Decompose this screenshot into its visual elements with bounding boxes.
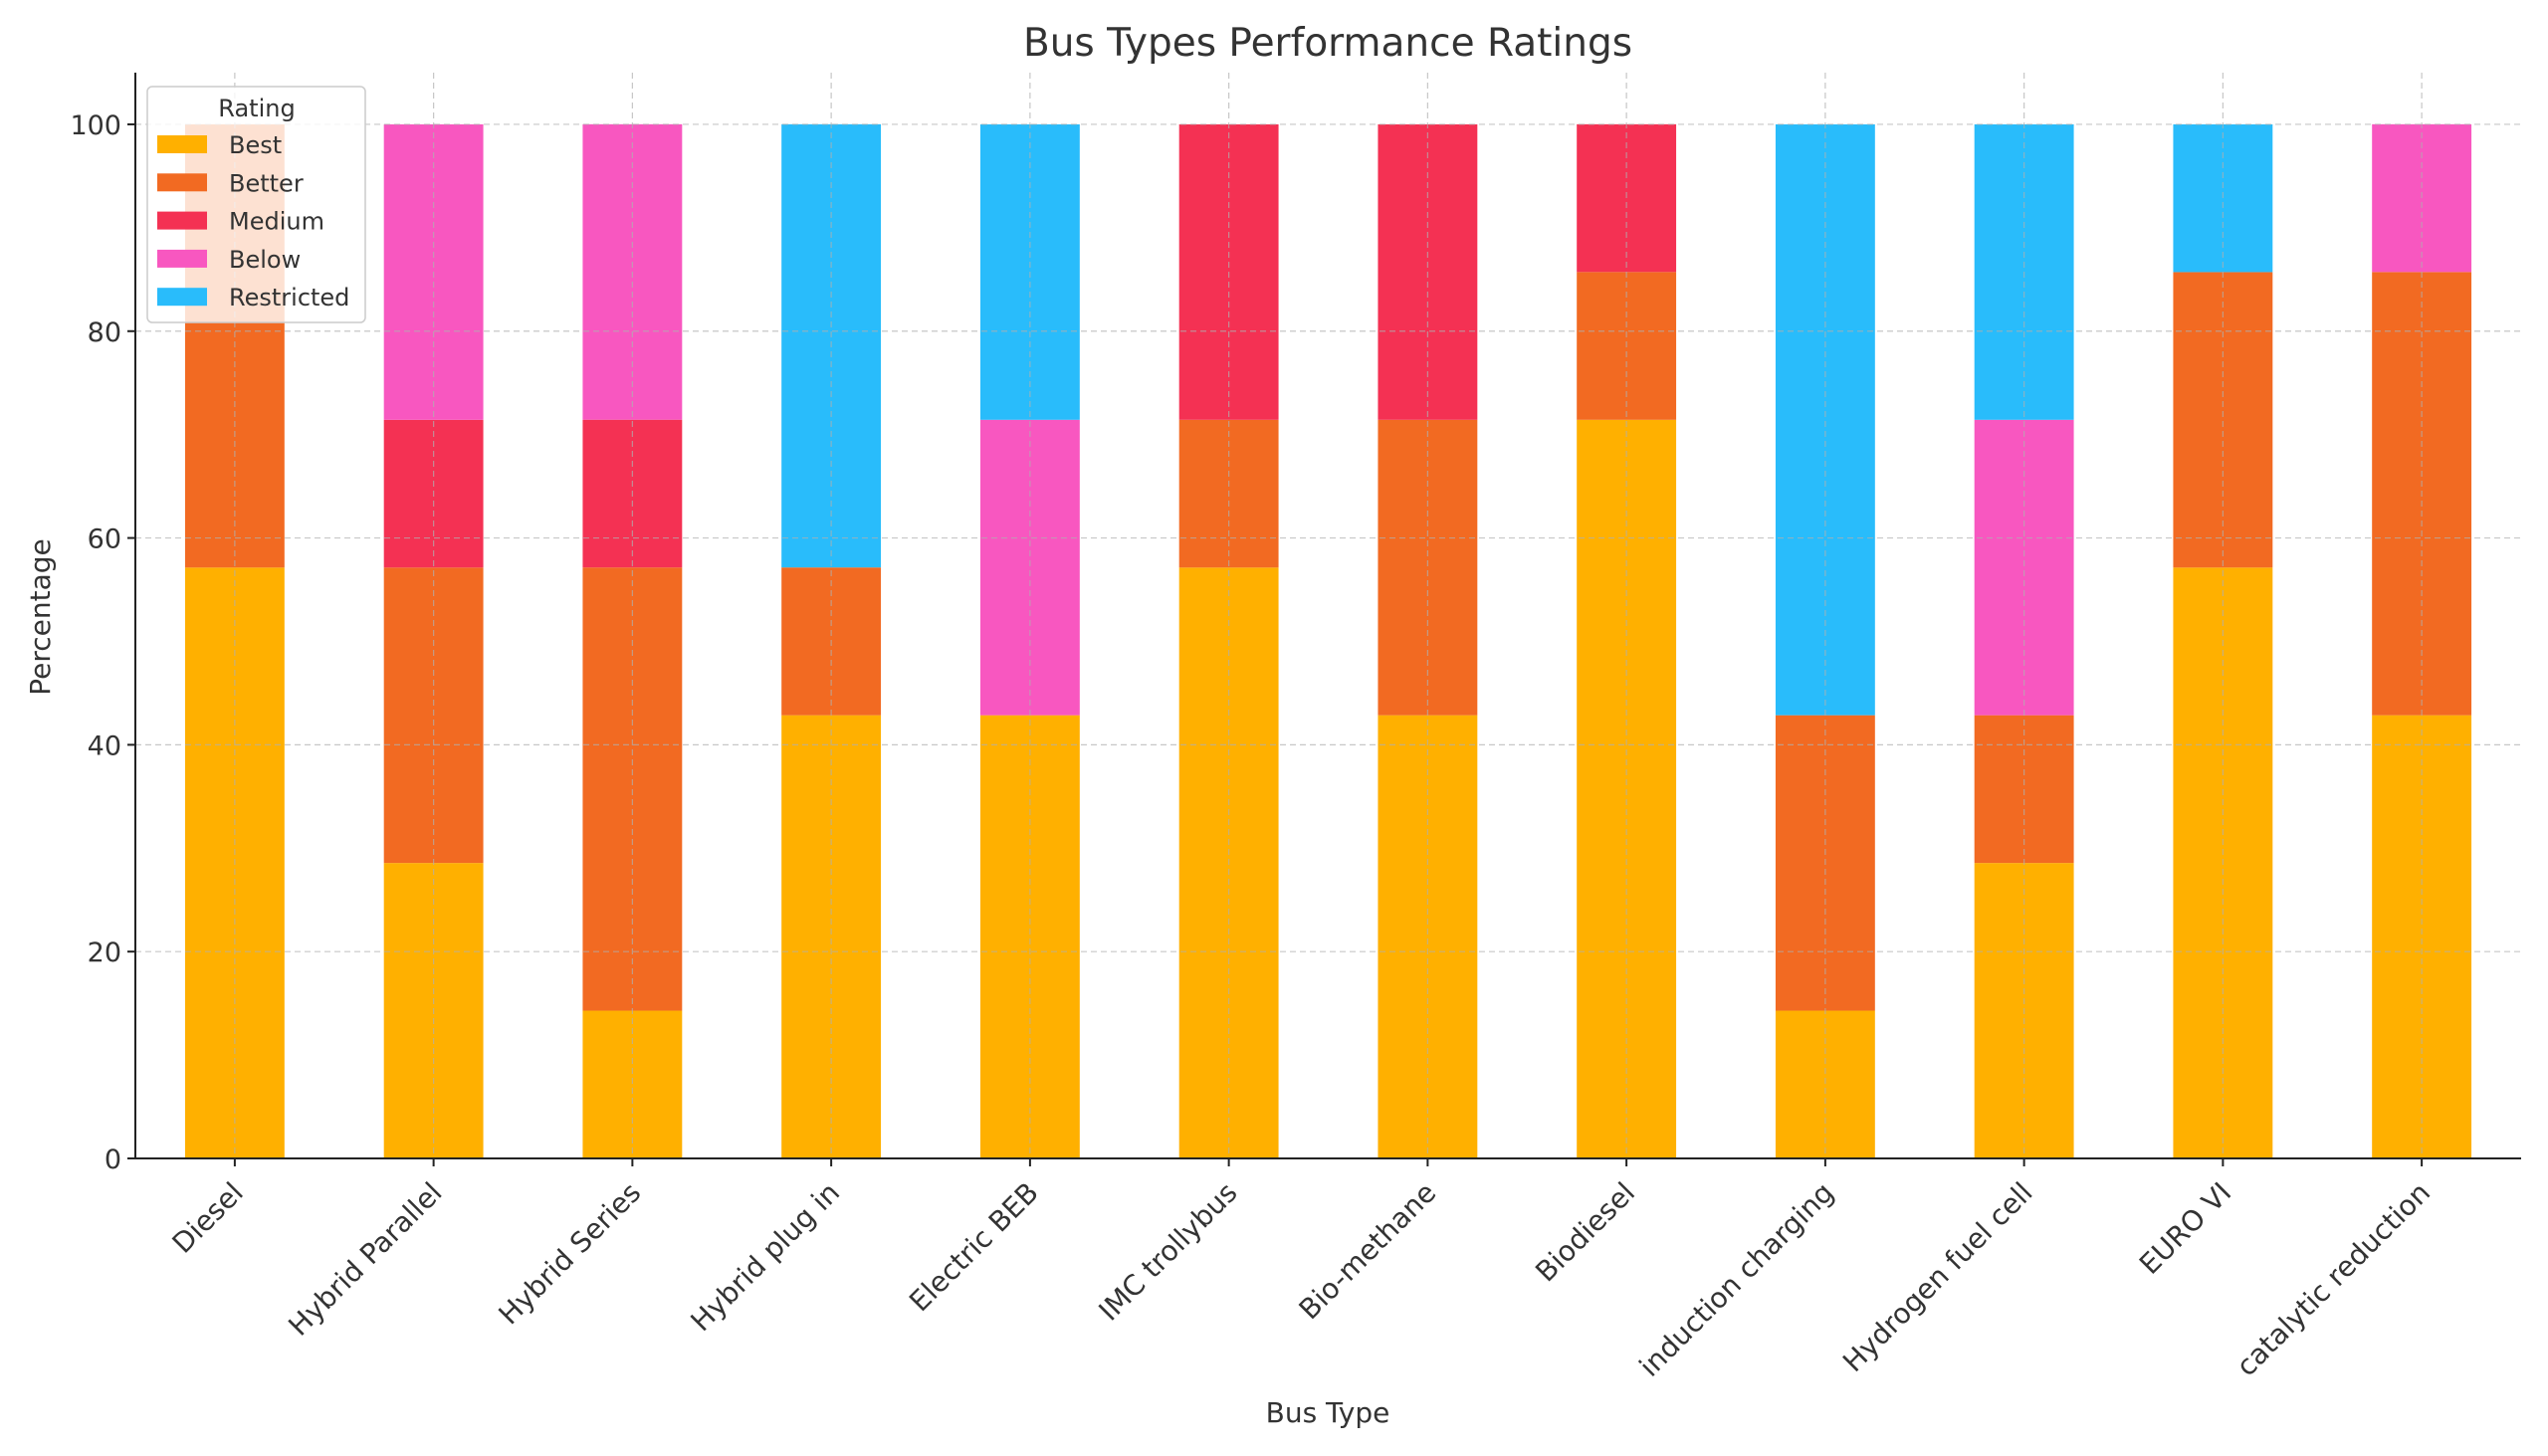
legend-label: Best [229, 131, 282, 159]
bar-best [979, 715, 1080, 1158]
bar-better [2173, 272, 2273, 568]
x-axis-label: Bus Type [1266, 1396, 1390, 1429]
legend-swatch-best [157, 135, 207, 153]
x-tick-label: EURO VI [2133, 1176, 2237, 1281]
bar-below [979, 419, 1080, 716]
x-tick-label: Hybrid plug in [685, 1176, 847, 1339]
y-tick-label: 100 [70, 110, 121, 141]
y-tick-label: 80 [88, 317, 121, 348]
legend-swatch-better [157, 173, 207, 192]
legend-swatch-medium [157, 211, 207, 230]
x-tick-label: Hybrid Series [492, 1176, 647, 1332]
y-tick-label: 0 [105, 1144, 121, 1175]
x-tick-label: Hybrid Parallel [282, 1176, 448, 1343]
x-tick-label: Electric BEB [903, 1176, 1045, 1319]
x-tick-label: catalytic reduction [2230, 1176, 2437, 1383]
bar-below [1974, 419, 2074, 716]
bar-best [1775, 1010, 1875, 1158]
y-axis-label: Percentage [24, 538, 57, 696]
bar-best [2372, 715, 2472, 1158]
x-tick-label: IMC trollybus [1092, 1176, 1243, 1328]
legend-label: Better [229, 169, 304, 197]
chart-title: Bus Types Performance Ratings [1023, 21, 1632, 66]
legend-swatch-restricted [157, 288, 207, 307]
y-tick-label: 40 [88, 730, 121, 761]
x-tick-label: induction charging [1633, 1176, 1840, 1383]
bar-best [1378, 715, 1478, 1158]
legend-swatch-below [157, 249, 207, 268]
legend: Rating Best Better Medium Below Restricted [146, 86, 366, 323]
x-tick-label: Hydrogen fuel cell [1836, 1176, 2038, 1378]
legend-title: Rating [218, 95, 295, 122]
bar-best [582, 1010, 683, 1158]
x-tick-label: Bio-methane [1293, 1176, 1443, 1327]
x-tick-label: Diesel [166, 1176, 250, 1260]
legend-label: Below [229, 246, 301, 274]
legend-label: Restricted [229, 284, 349, 312]
bar-better [1378, 419, 1478, 716]
bar-best [781, 715, 882, 1158]
y-tick-label: 60 [88, 524, 121, 555]
y-tick-label: 20 [88, 937, 121, 968]
x-tick-label: Biodiesel [1529, 1176, 1641, 1289]
legend-label: Medium [229, 208, 324, 236]
